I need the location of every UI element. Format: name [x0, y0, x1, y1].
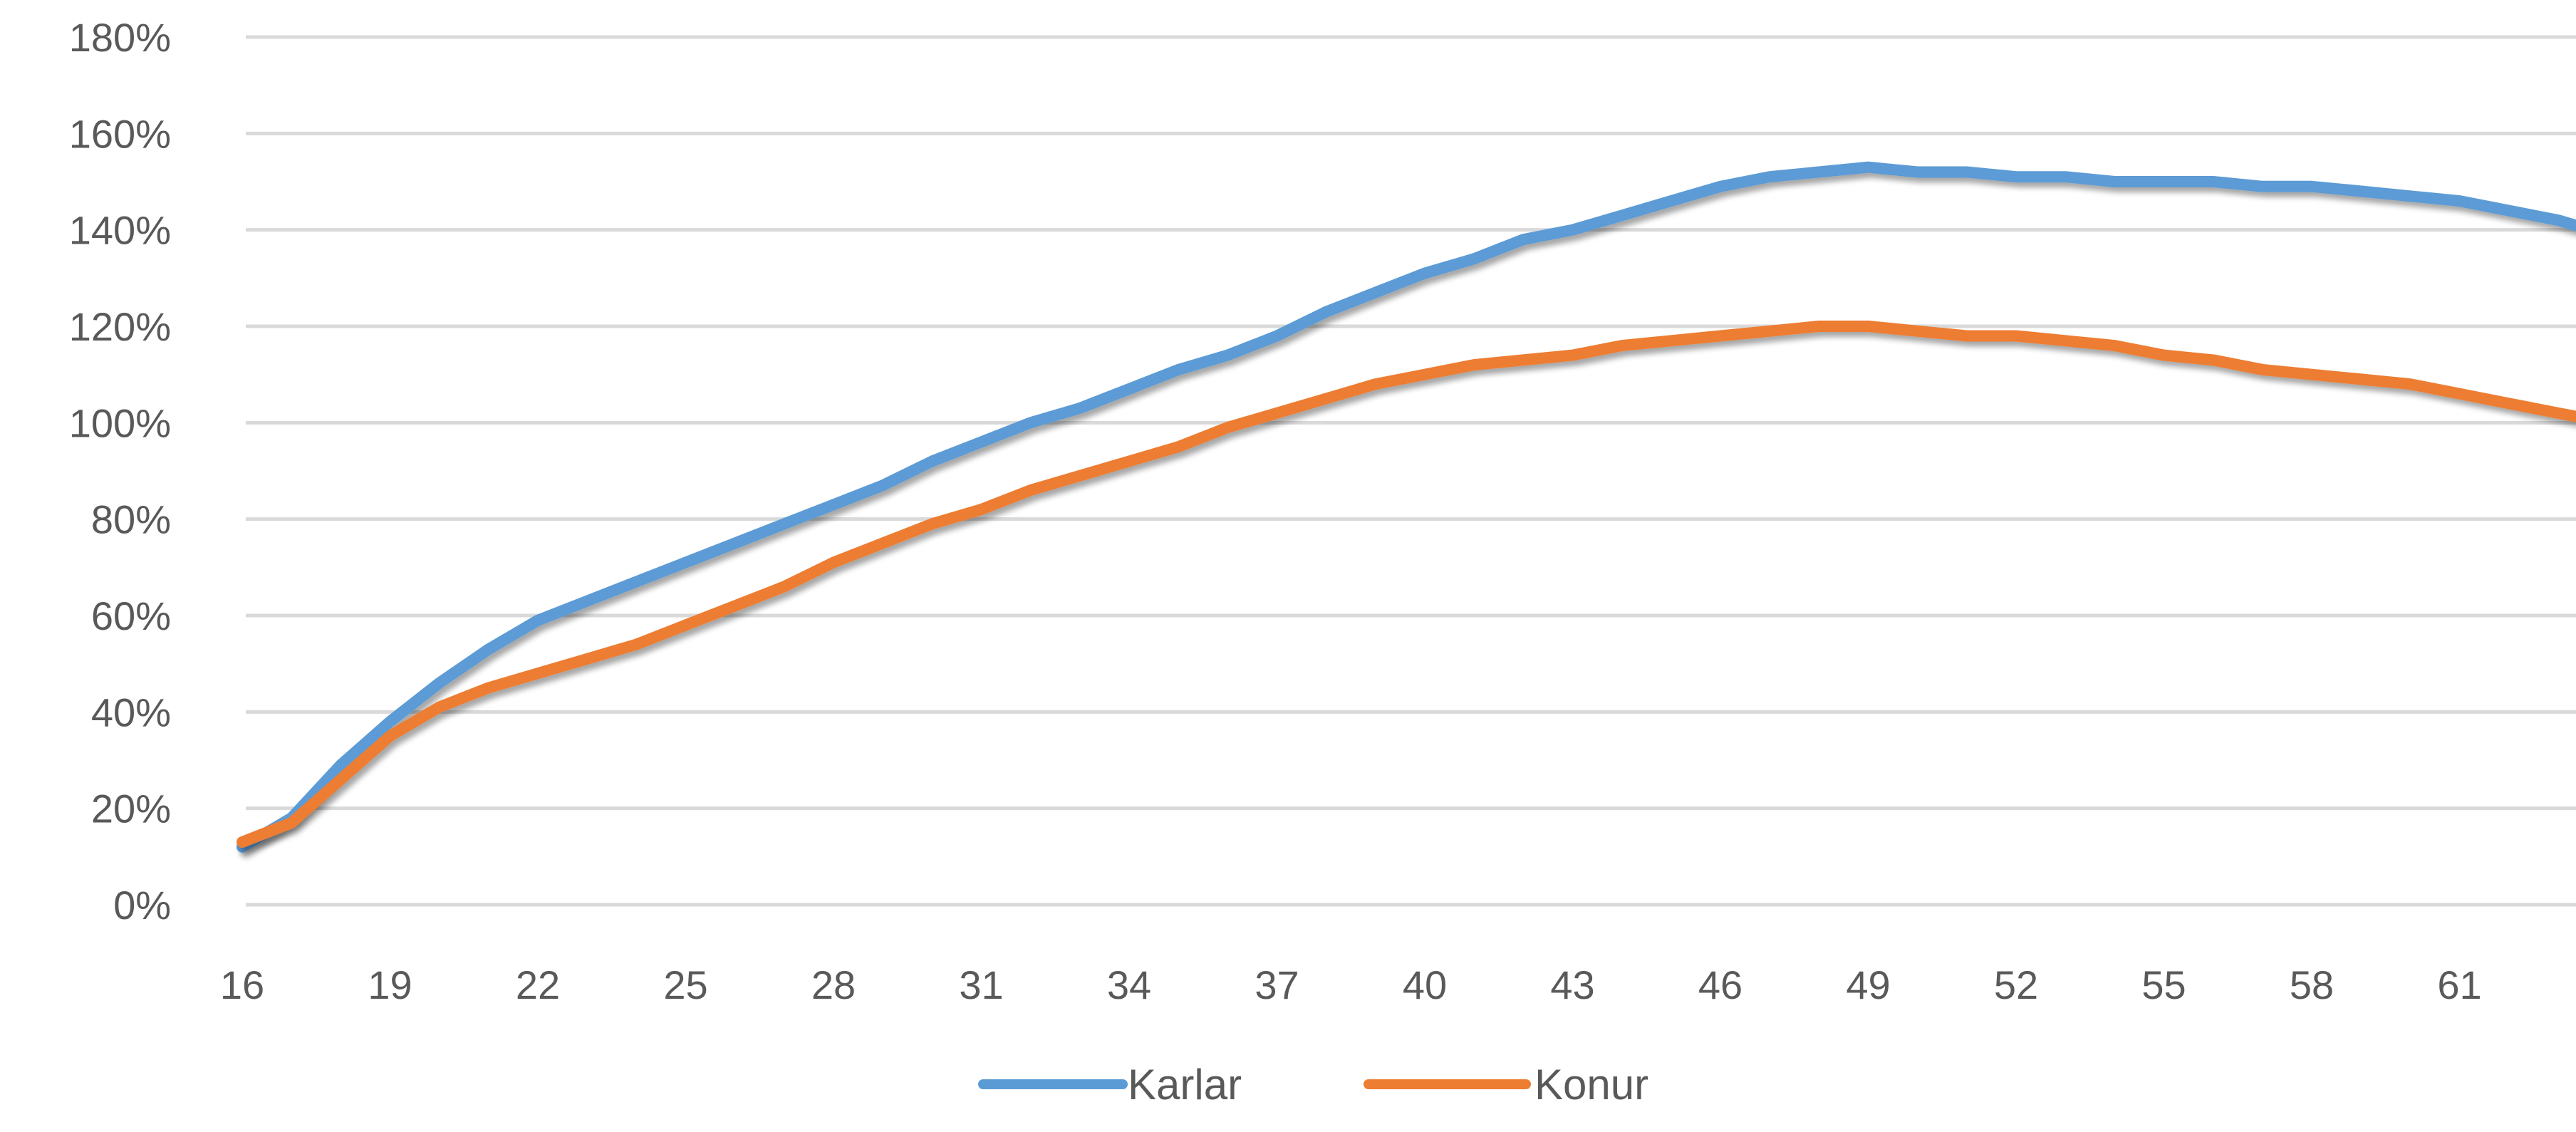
y-tick-label: 80%	[91, 497, 171, 542]
legend-label-konur: Konur	[1534, 1061, 1648, 1108]
y-tick-label: 20%	[91, 786, 171, 831]
x-tick-label: 31	[959, 962, 1003, 1007]
x-tick-label: 61	[2437, 962, 2481, 1007]
x-tick-label: 43	[1550, 962, 1594, 1007]
series-line-konur	[237, 321, 2576, 848]
x-tick-label: 52	[1994, 962, 2038, 1007]
y-axis-tick-labels: 0% 20% 40% 60% 80% 100% 120% 140% 160% 180%	[69, 15, 171, 928]
x-tick-label: 19	[368, 962, 412, 1007]
x-tick-label: 55	[2141, 962, 2186, 1007]
x-tick-label: 22	[516, 962, 560, 1007]
series-lines	[237, 161, 2576, 853]
y-tick-label: 60%	[91, 593, 171, 638]
gridlines	[246, 35, 2576, 907]
legend-swatch-konur	[1364, 1079, 1531, 1089]
x-tick-label: 34	[1107, 962, 1151, 1007]
x-tick-label: 37	[1255, 962, 1299, 1007]
x-tick-label: 58	[2290, 962, 2334, 1007]
x-tick-label: 16	[220, 962, 264, 1007]
x-tick-label: 49	[1846, 962, 1890, 1007]
x-axis-tick-labels: 1619222528313437404346495255586164677073…	[220, 962, 2482, 1007]
series-line-karlar	[237, 161, 2576, 853]
x-tick-label: 25	[663, 962, 707, 1007]
y-tick-label: 100%	[69, 400, 171, 445]
legend-swatch-karlar	[978, 1079, 1128, 1089]
x-tick-label: 40	[1403, 962, 1447, 1007]
legend-label-karlar: Karlar	[1128, 1061, 1242, 1108]
y-tick-label: 160%	[69, 111, 171, 156]
x-tick-label: 28	[811, 962, 856, 1007]
legend: Karlar Konur	[978, 1061, 1648, 1108]
y-tick-label: 180%	[69, 15, 171, 60]
y-tick-label: 120%	[69, 304, 171, 349]
y-tick-label: 40%	[91, 690, 171, 734]
y-tick-label: 0%	[113, 883, 171, 928]
x-tick-label: 46	[1698, 962, 1743, 1007]
y-tick-label: 140%	[69, 208, 171, 253]
